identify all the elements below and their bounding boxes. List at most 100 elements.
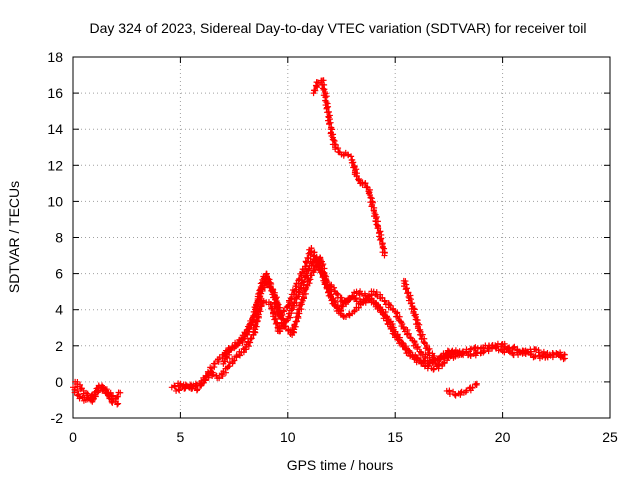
- data-point-interp: [408, 300, 415, 307]
- data-point-interp: [364, 295, 371, 302]
- data-point-interp: [446, 391, 453, 398]
- data-point-interp: [219, 373, 226, 380]
- data-point-interp: [352, 295, 359, 302]
- data-point-interp: [272, 296, 279, 303]
- data-point-interp: [345, 152, 352, 159]
- data-point: [467, 346, 474, 353]
- data-point-interp: [303, 259, 310, 266]
- data-point: [561, 355, 568, 362]
- data-point-interp: [418, 359, 425, 366]
- data-point-interp: [285, 327, 292, 334]
- data-point-interp: [353, 172, 360, 179]
- data-point-interp: [171, 382, 178, 389]
- series-track-morning-c: [220, 254, 442, 368]
- data-marks: [70, 77, 568, 408]
- y-tick-label: 16: [47, 85, 63, 101]
- series-track-late-2: [456, 340, 568, 363]
- data-point-interp: [346, 311, 353, 318]
- data-point: [510, 344, 517, 351]
- data-point-interp: [404, 290, 411, 297]
- data-point-interp: [210, 371, 217, 378]
- data-point-interp: [373, 289, 380, 296]
- data-point-interp: [359, 179, 366, 186]
- data-point-interp: [263, 271, 270, 278]
- y-tick-label: 12: [47, 157, 63, 173]
- data-point-interp: [365, 190, 372, 197]
- data-point-interp: [193, 381, 200, 388]
- data-point-interp: [324, 278, 331, 285]
- data-point: [323, 277, 330, 284]
- data-point-interp: [274, 300, 281, 307]
- data-point-interp: [328, 133, 335, 140]
- data-point-interp: [342, 313, 349, 320]
- data-point-interp: [469, 384, 476, 391]
- data-point-interp: [314, 262, 321, 269]
- data-point-interp: [524, 348, 531, 355]
- data-point-interp: [402, 345, 409, 352]
- data-point-interp: [211, 360, 218, 367]
- data-point-interp: [171, 383, 178, 390]
- data-point-interp: [256, 296, 263, 303]
- data-point-interp: [416, 327, 423, 334]
- data-point-interp: [363, 184, 370, 191]
- data-point: [473, 380, 480, 387]
- data-point-interp: [350, 164, 357, 171]
- x-axis-ticks: 0 5 10 15 20 25: [69, 57, 618, 445]
- series-track-low-evening: [443, 380, 480, 399]
- data-point-interp: [277, 304, 284, 311]
- data-point-interp: [326, 116, 333, 123]
- x-tick-label: 20: [495, 429, 511, 445]
- data-point-interp: [264, 279, 271, 286]
- data-point-interp: [243, 331, 250, 338]
- data-point-interp: [467, 353, 474, 360]
- data-point-interp: [223, 353, 230, 360]
- data-point-interp: [192, 382, 199, 389]
- data-point-interp: [405, 330, 412, 337]
- data-point-interp: [413, 316, 420, 323]
- data-point-interp: [554, 350, 561, 357]
- data-point-interp: [114, 401, 121, 408]
- data-point-interp: [311, 87, 318, 94]
- data-point-interp: [374, 225, 381, 232]
- data-point-interp: [303, 284, 310, 291]
- grid: [73, 57, 610, 418]
- y-tick-label: 10: [47, 193, 63, 209]
- data-point-interp: [423, 342, 430, 349]
- data-point-interp: [239, 339, 246, 346]
- data-point-interp: [306, 280, 313, 287]
- data-point-interp: [311, 266, 318, 273]
- data-point-interp: [326, 120, 333, 127]
- data-point-interp: [322, 272, 329, 279]
- data-point-interp: [216, 374, 223, 381]
- data-point-interp: [342, 297, 349, 304]
- data-point-interp: [431, 352, 438, 359]
- data-point-interp: [527, 350, 534, 357]
- data-point-interp: [109, 399, 116, 406]
- data-point-interp: [414, 344, 421, 351]
- x-tick-label: 10: [280, 429, 296, 445]
- y-tick-label: 6: [55, 266, 63, 282]
- data-point-interp: [414, 323, 421, 330]
- data-point-interp: [489, 345, 496, 352]
- data-point-interp: [252, 322, 259, 329]
- data-point-interp: [351, 308, 358, 315]
- data-point-interp: [287, 314, 294, 321]
- data-point-interp: [104, 392, 111, 399]
- data-point-interp: [323, 93, 330, 100]
- y-tick-label: 14: [47, 121, 63, 137]
- data-point-interp: [327, 283, 334, 290]
- data-point-interp: [504, 345, 511, 352]
- data-point-interp: [403, 285, 410, 292]
- data-point-interp: [268, 305, 275, 312]
- series-track-early-night-2: [72, 378, 122, 408]
- x-axis-label: GPS time / hours: [287, 457, 394, 473]
- data-point-interp: [307, 272, 314, 279]
- data-point-interp: [266, 283, 273, 290]
- data-point-interp: [304, 254, 311, 261]
- data-point-interp: [225, 363, 232, 370]
- data-point-interp: [329, 126, 336, 133]
- data-point-interp: [420, 339, 427, 346]
- data-point-interp: [330, 137, 337, 144]
- data-point-interp: [291, 322, 298, 329]
